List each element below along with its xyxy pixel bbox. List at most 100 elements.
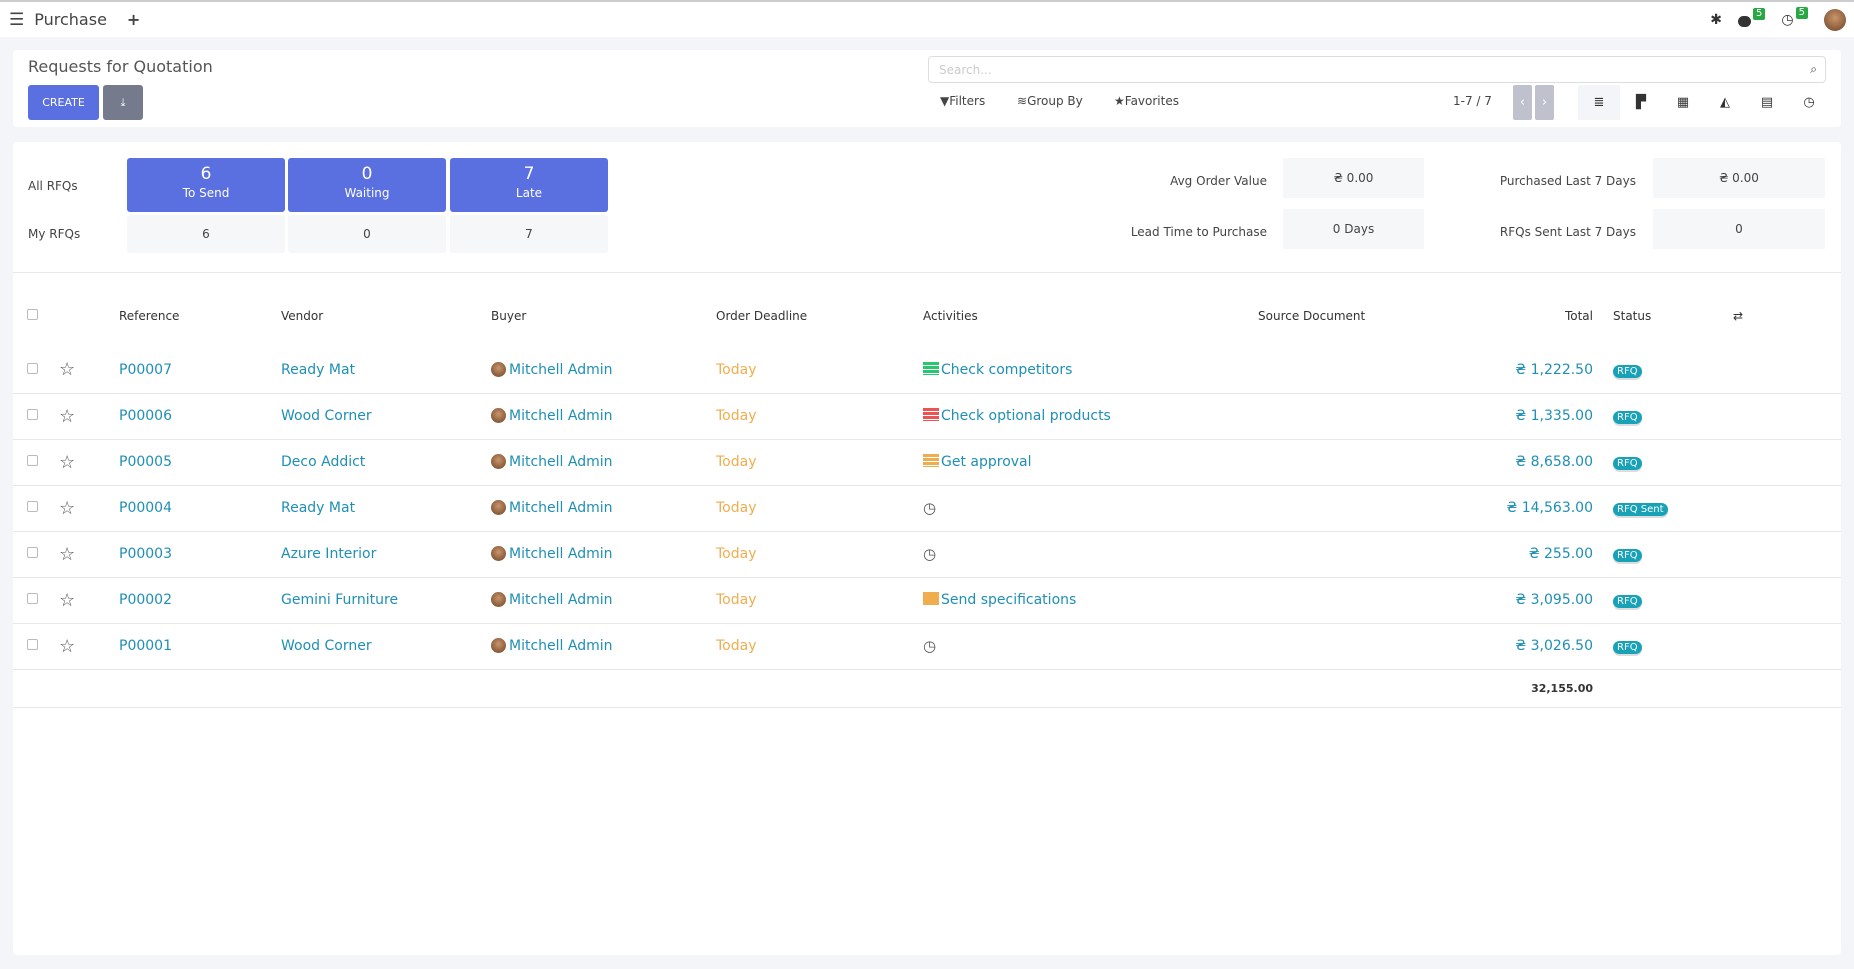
calendar-view-icon[interactable]: ▤ — [1760, 95, 1774, 110]
layers-icon: ≋ — [1017, 94, 1028, 108]
lead-time-label: Lead Time to Purchase — [1130, 225, 1267, 239]
table-row[interactable]: ☆ P00004 Ready Mat Mitchell Admin Today … — [13, 485, 1841, 532]
favorites-button[interactable]: ★Favorites — [1114, 94, 1179, 108]
list-view-icon[interactable]: ≣ — [1578, 85, 1620, 120]
table-row[interactable]: ☆ P00003 Azure Interior Mitchell Admin T… — [13, 531, 1841, 578]
buyer[interactable]: Mitchell Admin — [491, 439, 716, 486]
tile-waiting[interactable]: 0 Waiting — [288, 158, 446, 212]
optional-columns-icon[interactable]: ⇄ — [1733, 308, 1744, 323]
col-reference[interactable]: Reference — [119, 308, 180, 323]
graph-view-icon[interactable]: ◭ — [1720, 95, 1730, 110]
star-icon[interactable]: ☆ — [59, 543, 76, 565]
tile-to-send[interactable]: 6 To Send — [127, 158, 285, 212]
row-checkbox[interactable] — [27, 593, 38, 604]
row-checkbox[interactable] — [27, 362, 38, 374]
activity-link[interactable]: Check optional products — [941, 408, 1111, 424]
group-by-button[interactable]: ≋Group By — [1017, 94, 1083, 108]
vendor[interactable]: Deco Addict — [281, 439, 491, 486]
col-status[interactable]: Status — [1613, 308, 1652, 323]
vendor[interactable]: Ready Mat — [281, 347, 491, 394]
activity-link[interactable]: Get approval — [941, 454, 1032, 470]
kanban-view-icon[interactable]: ▛ — [1636, 95, 1646, 110]
activity-link[interactable]: Send specifications — [941, 592, 1077, 608]
table-row[interactable]: ☆ P00002 Gemini Furniture Mitchell Admin… — [13, 577, 1841, 624]
activities-button[interactable]: ◷ 5 — [1781, 7, 1808, 28]
filters-button[interactable]: ▼Filters — [940, 94, 985, 108]
buyer[interactable]: Mitchell Admin — [491, 623, 716, 670]
search-input[interactable]: Search... ⌕ — [928, 56, 1826, 83]
star-icon[interactable]: ☆ — [59, 405, 76, 427]
my-late[interactable]: 7 — [450, 215, 608, 253]
rfq-table: Reference Vendor Buyer Order Deadline Ac… — [13, 284, 1841, 708]
table-row[interactable]: ☆ P00001 Wood Corner Mitchell Admin Toda… — [13, 623, 1841, 670]
vendor[interactable]: Ready Mat — [281, 485, 491, 532]
col-buyer[interactable]: Buyer — [491, 308, 527, 323]
search-placeholder: Search... — [939, 62, 992, 77]
star-icon[interactable]: ☆ — [59, 497, 76, 519]
messages-button[interactable]: 5 — [1738, 8, 1766, 27]
table-row[interactable]: ☆ P00007 Ready Mat Mitchell Admin Today … — [13, 347, 1841, 394]
buyer[interactable]: Mitchell Admin — [491, 531, 716, 578]
col-activities[interactable]: Activities — [923, 308, 978, 323]
star-icon[interactable]: ☆ — [59, 589, 76, 611]
tile-late[interactable]: 7 Late — [450, 158, 608, 212]
table-row[interactable]: ☆ P00006 Wood Corner Mitchell Admin Toda… — [13, 393, 1841, 440]
reference[interactable]: P00002 — [119, 577, 281, 624]
vendor[interactable]: Azure Interior — [281, 531, 491, 578]
col-source[interactable]: Source Document — [1258, 308, 1366, 323]
clock-icon[interactable]: ◷ — [923, 499, 937, 517]
row-checkbox[interactable] — [27, 639, 38, 650]
my-to-send[interactable]: 6 — [127, 215, 285, 253]
vendor[interactable]: Wood Corner — [281, 623, 491, 670]
star-icon[interactable]: ☆ — [59, 635, 76, 657]
row-checkbox[interactable] — [27, 455, 38, 466]
buyer[interactable]: Mitchell Admin — [491, 347, 716, 394]
star-icon[interactable]: ☆ — [59, 451, 76, 473]
activity-link[interactable]: Check competitors — [941, 361, 1073, 378]
search-icon[interactable]: ⌕ — [1810, 62, 1817, 76]
pager-next-button[interactable]: › — [1535, 85, 1554, 120]
col-total[interactable]: Total — [1564, 308, 1593, 323]
source-document — [1258, 623, 1458, 670]
row-checkbox[interactable] — [27, 501, 38, 512]
activity-view-icon[interactable]: ◷ — [1803, 95, 1815, 110]
buyer[interactable]: Mitchell Admin — [491, 577, 716, 624]
list-icon — [923, 408, 939, 421]
row-checkbox[interactable] — [27, 409, 38, 420]
clock-icon[interactable]: ◷ — [923, 545, 937, 563]
star-icon[interactable]: ☆ — [59, 359, 76, 381]
my-waiting[interactable]: 0 — [288, 215, 446, 253]
reference[interactable]: P00003 — [119, 531, 281, 578]
vendor[interactable]: Gemini Furniture — [281, 577, 491, 624]
col-vendor[interactable]: Vendor — [281, 308, 324, 323]
pager-previous-button[interactable]: ‹ — [1513, 85, 1532, 120]
reference[interactable]: P00005 — [119, 439, 281, 486]
clock-icon[interactable]: ◷ — [923, 637, 937, 655]
table-row[interactable]: ☆ P00005 Deco Addict Mitchell Admin Toda… — [13, 439, 1841, 486]
reference[interactable]: P00007 — [119, 347, 281, 394]
buyer[interactable]: Mitchell Admin — [491, 393, 716, 440]
chevron-right-icon: › — [1541, 95, 1548, 110]
pivot-view-icon[interactable]: ▦ — [1676, 95, 1690, 110]
table-footer: 32,155.00 — [13, 669, 1841, 708]
purchased-7-days: ₴ 0.00 — [1653, 158, 1825, 198]
create-button[interactable]: CREATE — [28, 85, 99, 120]
reference[interactable]: P00004 — [119, 485, 281, 532]
bug-icon[interactable]: ✱ — [1710, 12, 1723, 28]
row-checkbox[interactable] — [27, 547, 38, 558]
vendor[interactable]: Wood Corner — [281, 393, 491, 440]
pager-value[interactable]: 1-7 / 7 — [1453, 94, 1492, 108]
group-by-label: Group By — [1027, 94, 1083, 108]
col-deadline[interactable]: Order Deadline — [716, 308, 808, 323]
plus-icon[interactable]: + — [126, 10, 141, 29]
hamburger-menu-icon[interactable]: ☰ — [9, 9, 25, 30]
buyer[interactable]: Mitchell Admin — [491, 485, 716, 532]
buyer-name: Mitchell Admin — [509, 454, 613, 470]
app-title[interactable]: Purchase — [34, 10, 107, 29]
reference[interactable]: P00001 — [119, 623, 281, 670]
user-avatar[interactable] — [1824, 9, 1846, 31]
total: ₴ 14,563.00 — [1458, 485, 1593, 532]
download-button[interactable]: ⤓ — [103, 85, 143, 120]
reference[interactable]: P00006 — [119, 393, 281, 440]
select-all-checkbox[interactable] — [27, 308, 38, 320]
